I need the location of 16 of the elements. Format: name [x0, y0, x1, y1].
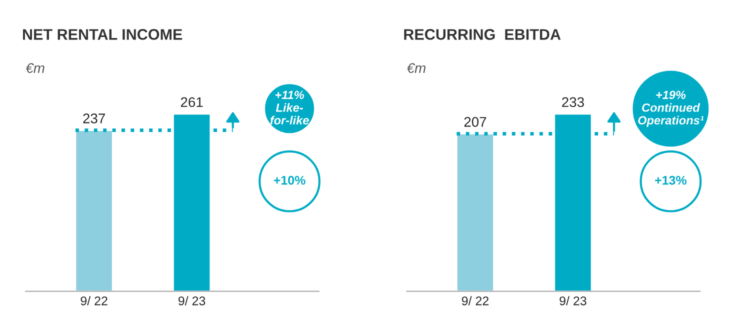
y-axis-title: €m: [26, 63, 44, 73]
data-label: 237: [83, 114, 105, 124]
x-tick-label: 9/ 23: [178, 296, 206, 306]
annotation: +10%: [274, 176, 306, 185]
y-axis-title: €m: [406, 63, 426, 73]
data-label: 207: [464, 117, 486, 127]
annotation: +11% Like- for-like: [270, 90, 309, 125]
data-label: 261: [180, 97, 203, 108]
x-tick-label: 9/ 22: [462, 296, 489, 306]
chart-title: NET RENTAL INCOME: [23, 29, 182, 40]
annotation: +13%: [655, 176, 687, 185]
x-tick-label: 9/ 23: [560, 296, 586, 306]
x-tick-label: 9/ 22: [80, 296, 108, 306]
chart-title: RECURRING EBITDA: [404, 29, 561, 40]
annotation: +19% Continued Operations¹: [638, 90, 704, 127]
data-label: 233: [562, 97, 584, 108]
